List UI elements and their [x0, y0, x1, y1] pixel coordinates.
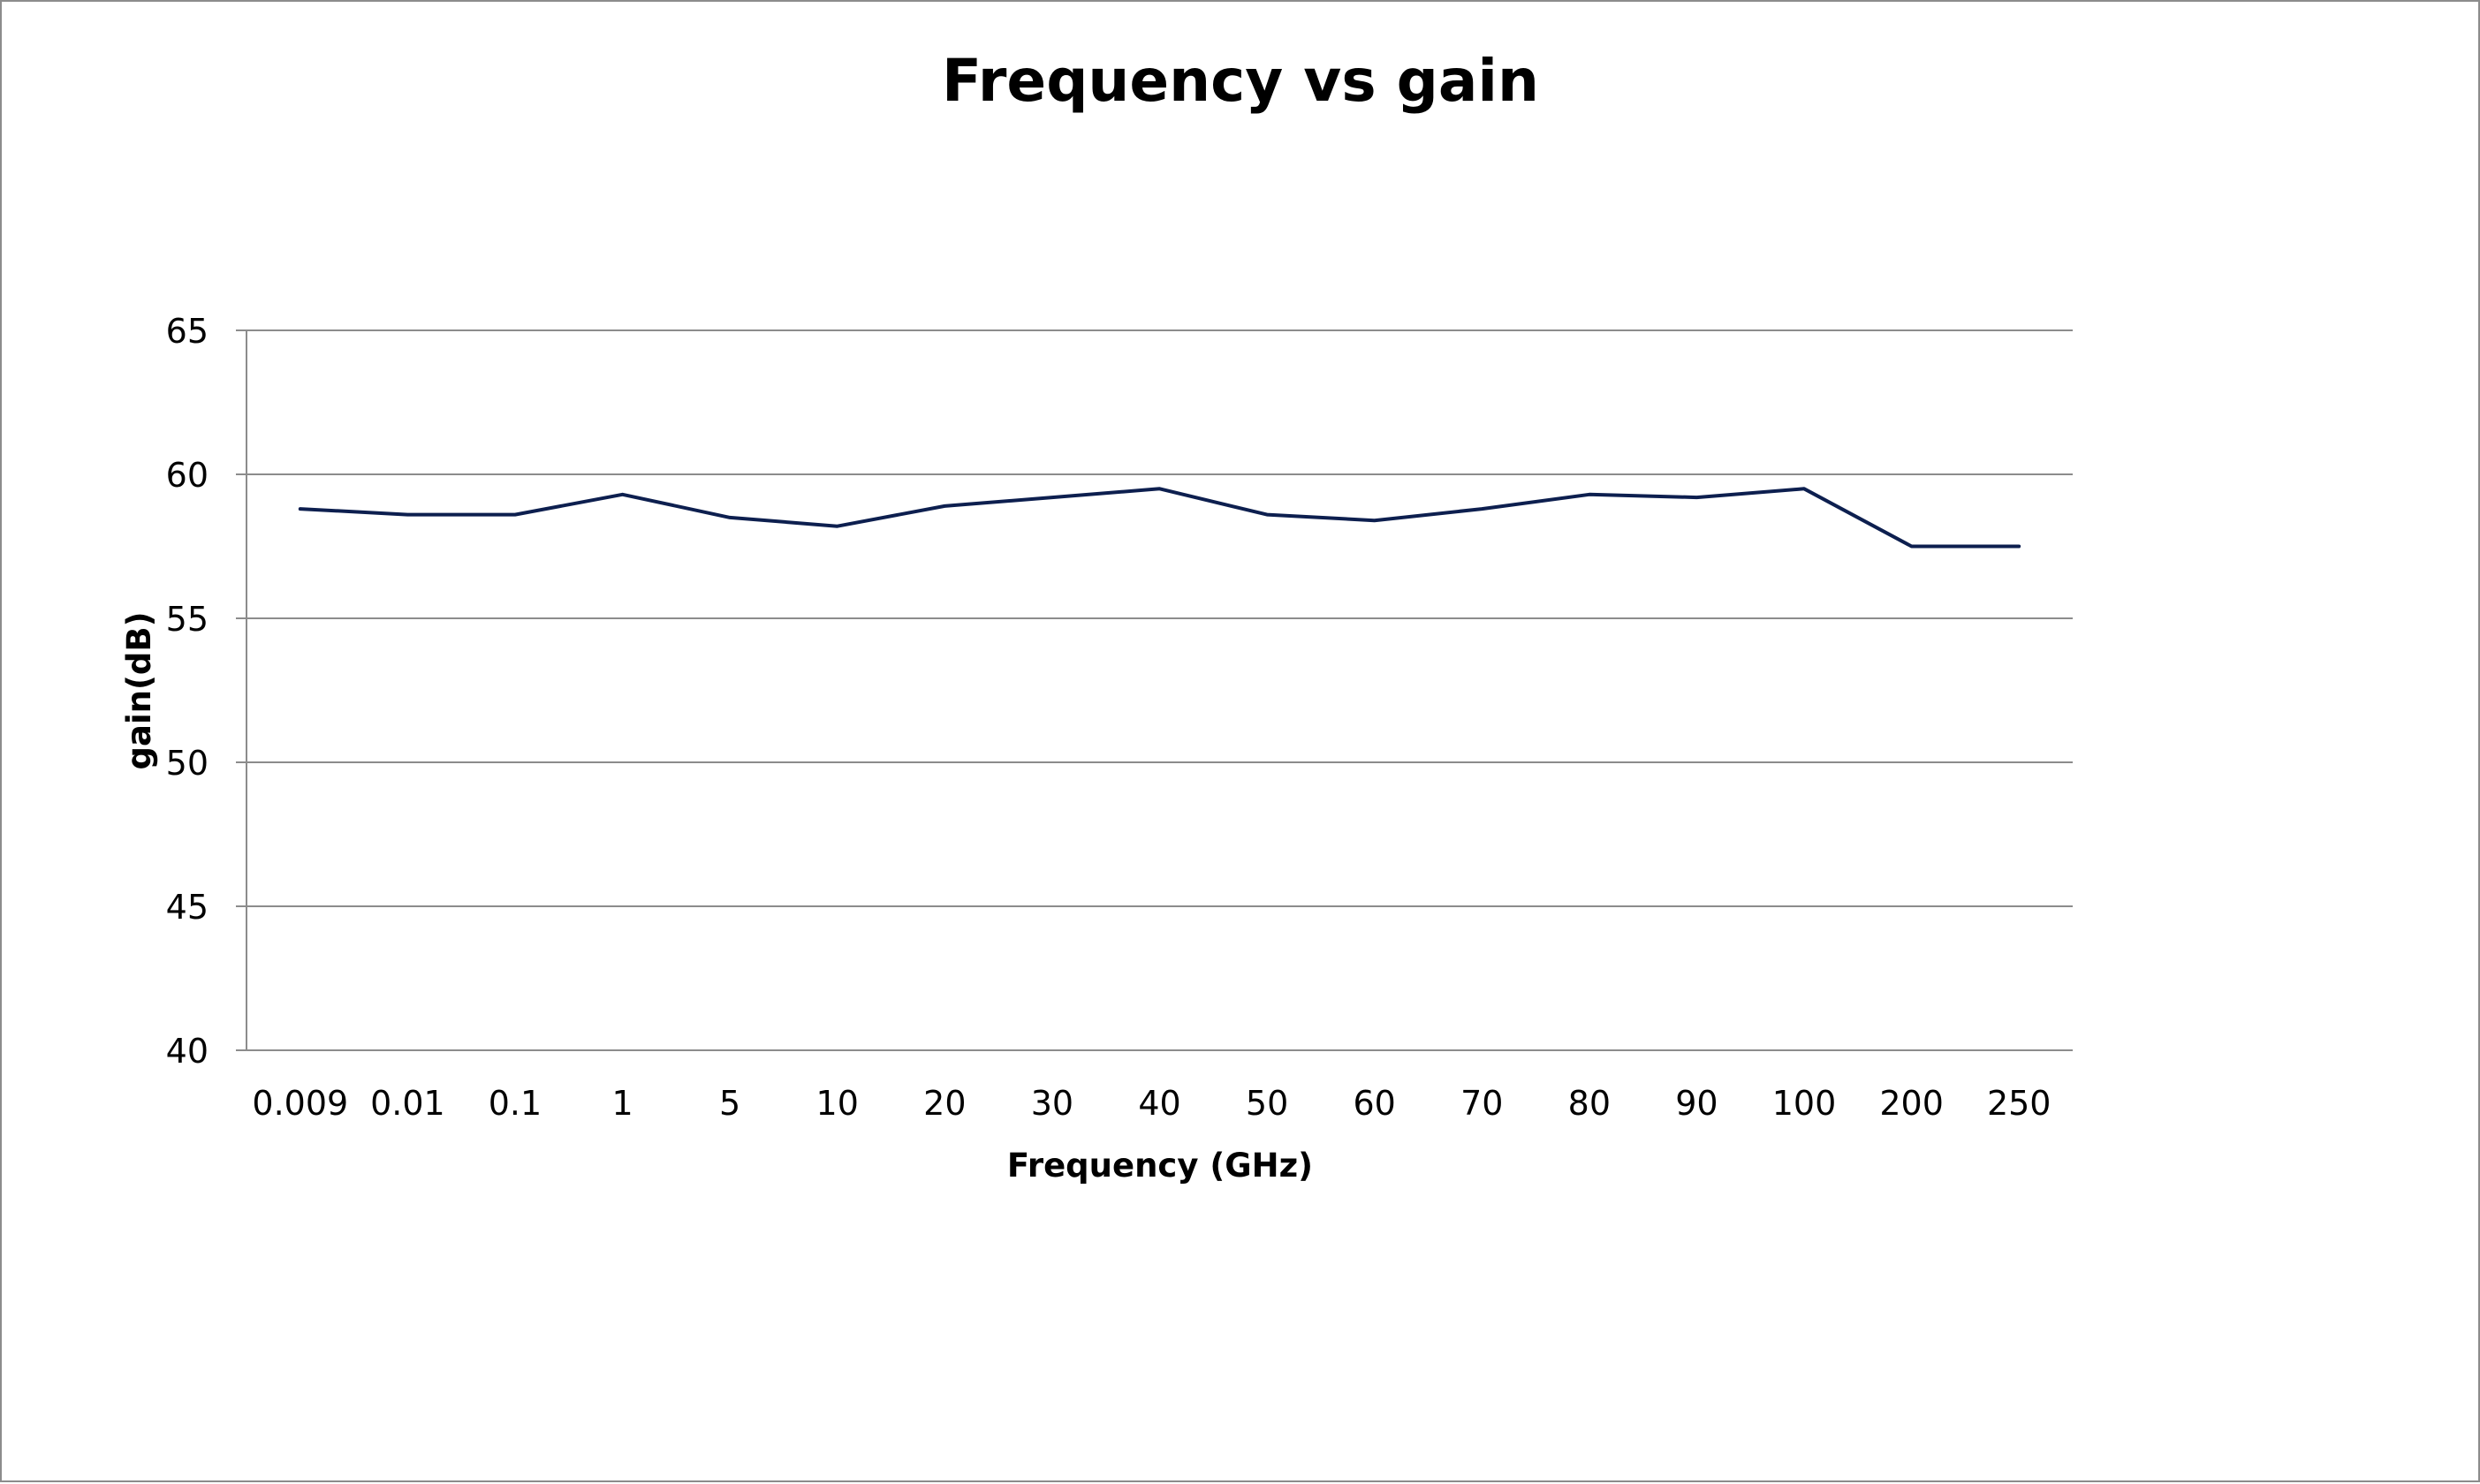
x-tick-label: 250	[1987, 1084, 2051, 1123]
axes	[236, 329, 2073, 1051]
x-tick-label: 200	[1879, 1084, 1944, 1123]
y-tick-label: 60	[166, 456, 209, 495]
chart-title: Frequency vs gain	[942, 47, 1539, 115]
x-tick-label: 10	[816, 1084, 859, 1123]
x-tick-label: 90	[1675, 1084, 1718, 1123]
x-tick-label: 70	[1460, 1084, 1503, 1123]
x-tick-label: 80	[1568, 1084, 1611, 1123]
y-tick-label: 45	[166, 888, 209, 927]
x-tick-label: 30	[1031, 1084, 1073, 1123]
x-tick-label: 0.1	[489, 1084, 542, 1123]
x-tick-label: 20	[923, 1084, 966, 1123]
x-tick-label: 1	[611, 1084, 633, 1123]
x-tick-label: 0.01	[370, 1084, 445, 1123]
y-tick-labels: 40 45 50 55 60 65	[166, 312, 209, 1071]
x-tick-label: 60	[1353, 1084, 1395, 1123]
x-axis-title: Frequency (GHz)	[1007, 1147, 1313, 1185]
y-tick-label: 40	[166, 1032, 209, 1071]
x-tick-label: 0.009	[252, 1084, 348, 1123]
x-tick-label: 40	[1138, 1084, 1180, 1123]
x-tick-label: 50	[1246, 1084, 1288, 1123]
x-tick-label: 100	[1772, 1084, 1837, 1123]
y-tick-label: 55	[166, 600, 209, 639]
gridlines	[246, 329, 2073, 907]
series	[298, 487, 2021, 549]
y-tick-label: 50	[166, 744, 209, 783]
x-tick-label: 5	[719, 1084, 740, 1123]
y-axis-title: gain(dB)	[120, 612, 158, 770]
series-line-0	[298, 487, 2021, 549]
x-tick-labels: 0.009 0.01 0.1 1 5 10 20 30 40 50 60 70 80 90 100 200 25…	[252, 1084, 2051, 1123]
y-tick-label: 65	[166, 312, 209, 351]
